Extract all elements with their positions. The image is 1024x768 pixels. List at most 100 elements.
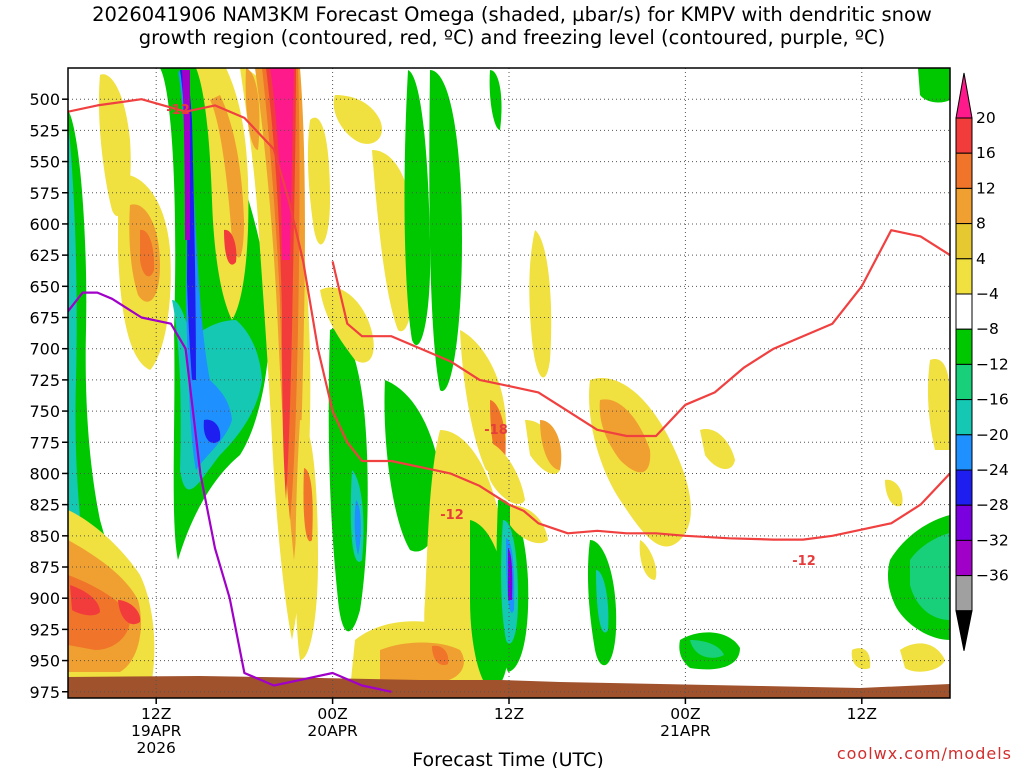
y-tick-label: 875 bbox=[29, 558, 60, 577]
omega-area bbox=[404, 70, 431, 346]
contour-label-m18: -18 bbox=[484, 423, 508, 438]
x-tick-label: 20APR bbox=[307, 722, 358, 740]
y-tick-label: 850 bbox=[29, 527, 60, 546]
omega-area bbox=[295, 420, 318, 660]
x-axis-title: Forecast Time (UTC) bbox=[412, 749, 603, 768]
y-tick-label: 750 bbox=[29, 402, 60, 421]
omega-area bbox=[210, 95, 244, 258]
contour-freezing-level bbox=[68, 291, 392, 693]
chart-title-line-2: growth region (contoured, red, ºC) and f… bbox=[138, 26, 886, 49]
y-tick-label: 900 bbox=[29, 589, 60, 608]
chart-title-line-1: 2026041906 NAM3KM Forecast Omega (shaded… bbox=[92, 3, 932, 26]
omega-area bbox=[140, 229, 155, 277]
y-tick-label: 975 bbox=[29, 683, 60, 702]
x-tick-label: 12Z bbox=[141, 705, 171, 723]
omega-area bbox=[529, 230, 552, 378]
omega-area bbox=[900, 643, 945, 672]
y-tick-label: 525 bbox=[29, 121, 60, 140]
colorbar-label: −12 bbox=[976, 355, 1009, 373]
colorbar-label: −4 bbox=[976, 285, 999, 303]
colorbar-label: 8 bbox=[976, 215, 986, 233]
gridlines bbox=[68, 68, 950, 698]
colorbar-swatch bbox=[955, 328, 973, 365]
contour-lines bbox=[68, 98, 950, 693]
contour-labels: -12 -18 -12 -12 bbox=[166, 103, 816, 569]
omega-area bbox=[354, 500, 361, 555]
y-tick-label: 700 bbox=[29, 340, 60, 359]
colorbar-swatch bbox=[955, 575, 973, 612]
y-tick-label: 775 bbox=[29, 433, 60, 452]
omega-area bbox=[927, 359, 950, 450]
colorbar-swatch bbox=[955, 152, 973, 189]
x-tick-label: 19APR bbox=[131, 722, 182, 740]
y-tick-label: 600 bbox=[29, 215, 60, 234]
omega-area bbox=[118, 600, 141, 625]
contour-label-m12-c: -12 bbox=[792, 554, 816, 569]
omega-area bbox=[307, 117, 330, 245]
omega-area bbox=[182, 70, 190, 240]
contour-dgz-m12 bbox=[68, 98, 950, 541]
omega-area bbox=[68, 120, 84, 560]
omega-area bbox=[270, 68, 294, 260]
colorbar-label: −36 bbox=[976, 567, 1009, 585]
colorbar-label: −32 bbox=[976, 531, 1009, 549]
colorbar-swatch bbox=[955, 293, 973, 330]
omega-area bbox=[480, 440, 525, 504]
y-tick-label: 925 bbox=[29, 620, 60, 639]
omega-area bbox=[918, 68, 950, 103]
colorbar-bottom-arrow bbox=[955, 610, 973, 651]
x-tick-label: 00Z bbox=[670, 705, 700, 723]
y-tick-label: 800 bbox=[29, 464, 60, 483]
x-tick-label: 00Z bbox=[317, 705, 347, 723]
omega-area bbox=[429, 70, 462, 392]
omega-area bbox=[320, 287, 374, 363]
omega-area bbox=[70, 585, 100, 616]
x-tick-label: 12Z bbox=[494, 705, 524, 723]
omega-area bbox=[690, 640, 724, 658]
contour-label-m12-b: -12 bbox=[440, 508, 464, 523]
y-axis: 500 525 550 575 600 625 650 675 700 725 750 775 800 8… bbox=[29, 90, 68, 702]
colorbar-label: 20 bbox=[976, 109, 996, 127]
colorbar-swatch bbox=[955, 434, 973, 471]
colorbar-label: 12 bbox=[976, 179, 996, 197]
colorbar-swatch bbox=[955, 469, 973, 506]
omega-area bbox=[510, 505, 548, 544]
colorbar-swatch bbox=[955, 504, 973, 541]
y-tick-label: 650 bbox=[29, 277, 60, 296]
y-tick-label: 550 bbox=[29, 153, 60, 172]
colorbar-top-arrow bbox=[955, 72, 973, 119]
omega-area bbox=[885, 479, 903, 507]
colorbar-label: 16 bbox=[976, 144, 996, 162]
x-tick-label: 12Z bbox=[847, 705, 877, 723]
x-tick-label: 21APR bbox=[660, 722, 711, 740]
colorbar-label: −24 bbox=[976, 461, 1009, 479]
colorbar-swatch bbox=[955, 539, 973, 577]
contour-label-m12-a: -12 bbox=[166, 103, 190, 118]
colorbar-label: −28 bbox=[976, 496, 1009, 514]
omega-area bbox=[851, 648, 871, 670]
colorbar-swatch bbox=[955, 258, 973, 295]
contour-dgz-m18 bbox=[331, 229, 950, 438]
colorbar-swatch bbox=[955, 363, 973, 401]
omega-area bbox=[224, 229, 237, 265]
colorbar-swatch bbox=[955, 399, 973, 436]
y-tick-label: 500 bbox=[29, 90, 60, 109]
colorbar-swatch bbox=[955, 117, 973, 154]
credit-text: coolwx.com/models bbox=[836, 744, 1012, 763]
omega-area bbox=[540, 420, 562, 470]
colorbar-label: −8 bbox=[976, 320, 999, 338]
omega-area bbox=[596, 570, 609, 633]
omega-area bbox=[700, 429, 735, 470]
omega-area bbox=[203, 419, 221, 444]
y-tick-label: 625 bbox=[29, 246, 60, 265]
colorbar-label: −20 bbox=[976, 426, 1009, 444]
colorbar-swatch bbox=[955, 187, 973, 225]
y-tick-label: 675 bbox=[29, 309, 60, 328]
omega-area bbox=[639, 540, 657, 580]
y-tick-label: 575 bbox=[29, 184, 60, 203]
colorbar-label: 4 bbox=[976, 250, 986, 268]
omega-area bbox=[489, 70, 502, 130]
colorbar-label: −16 bbox=[976, 391, 1009, 409]
